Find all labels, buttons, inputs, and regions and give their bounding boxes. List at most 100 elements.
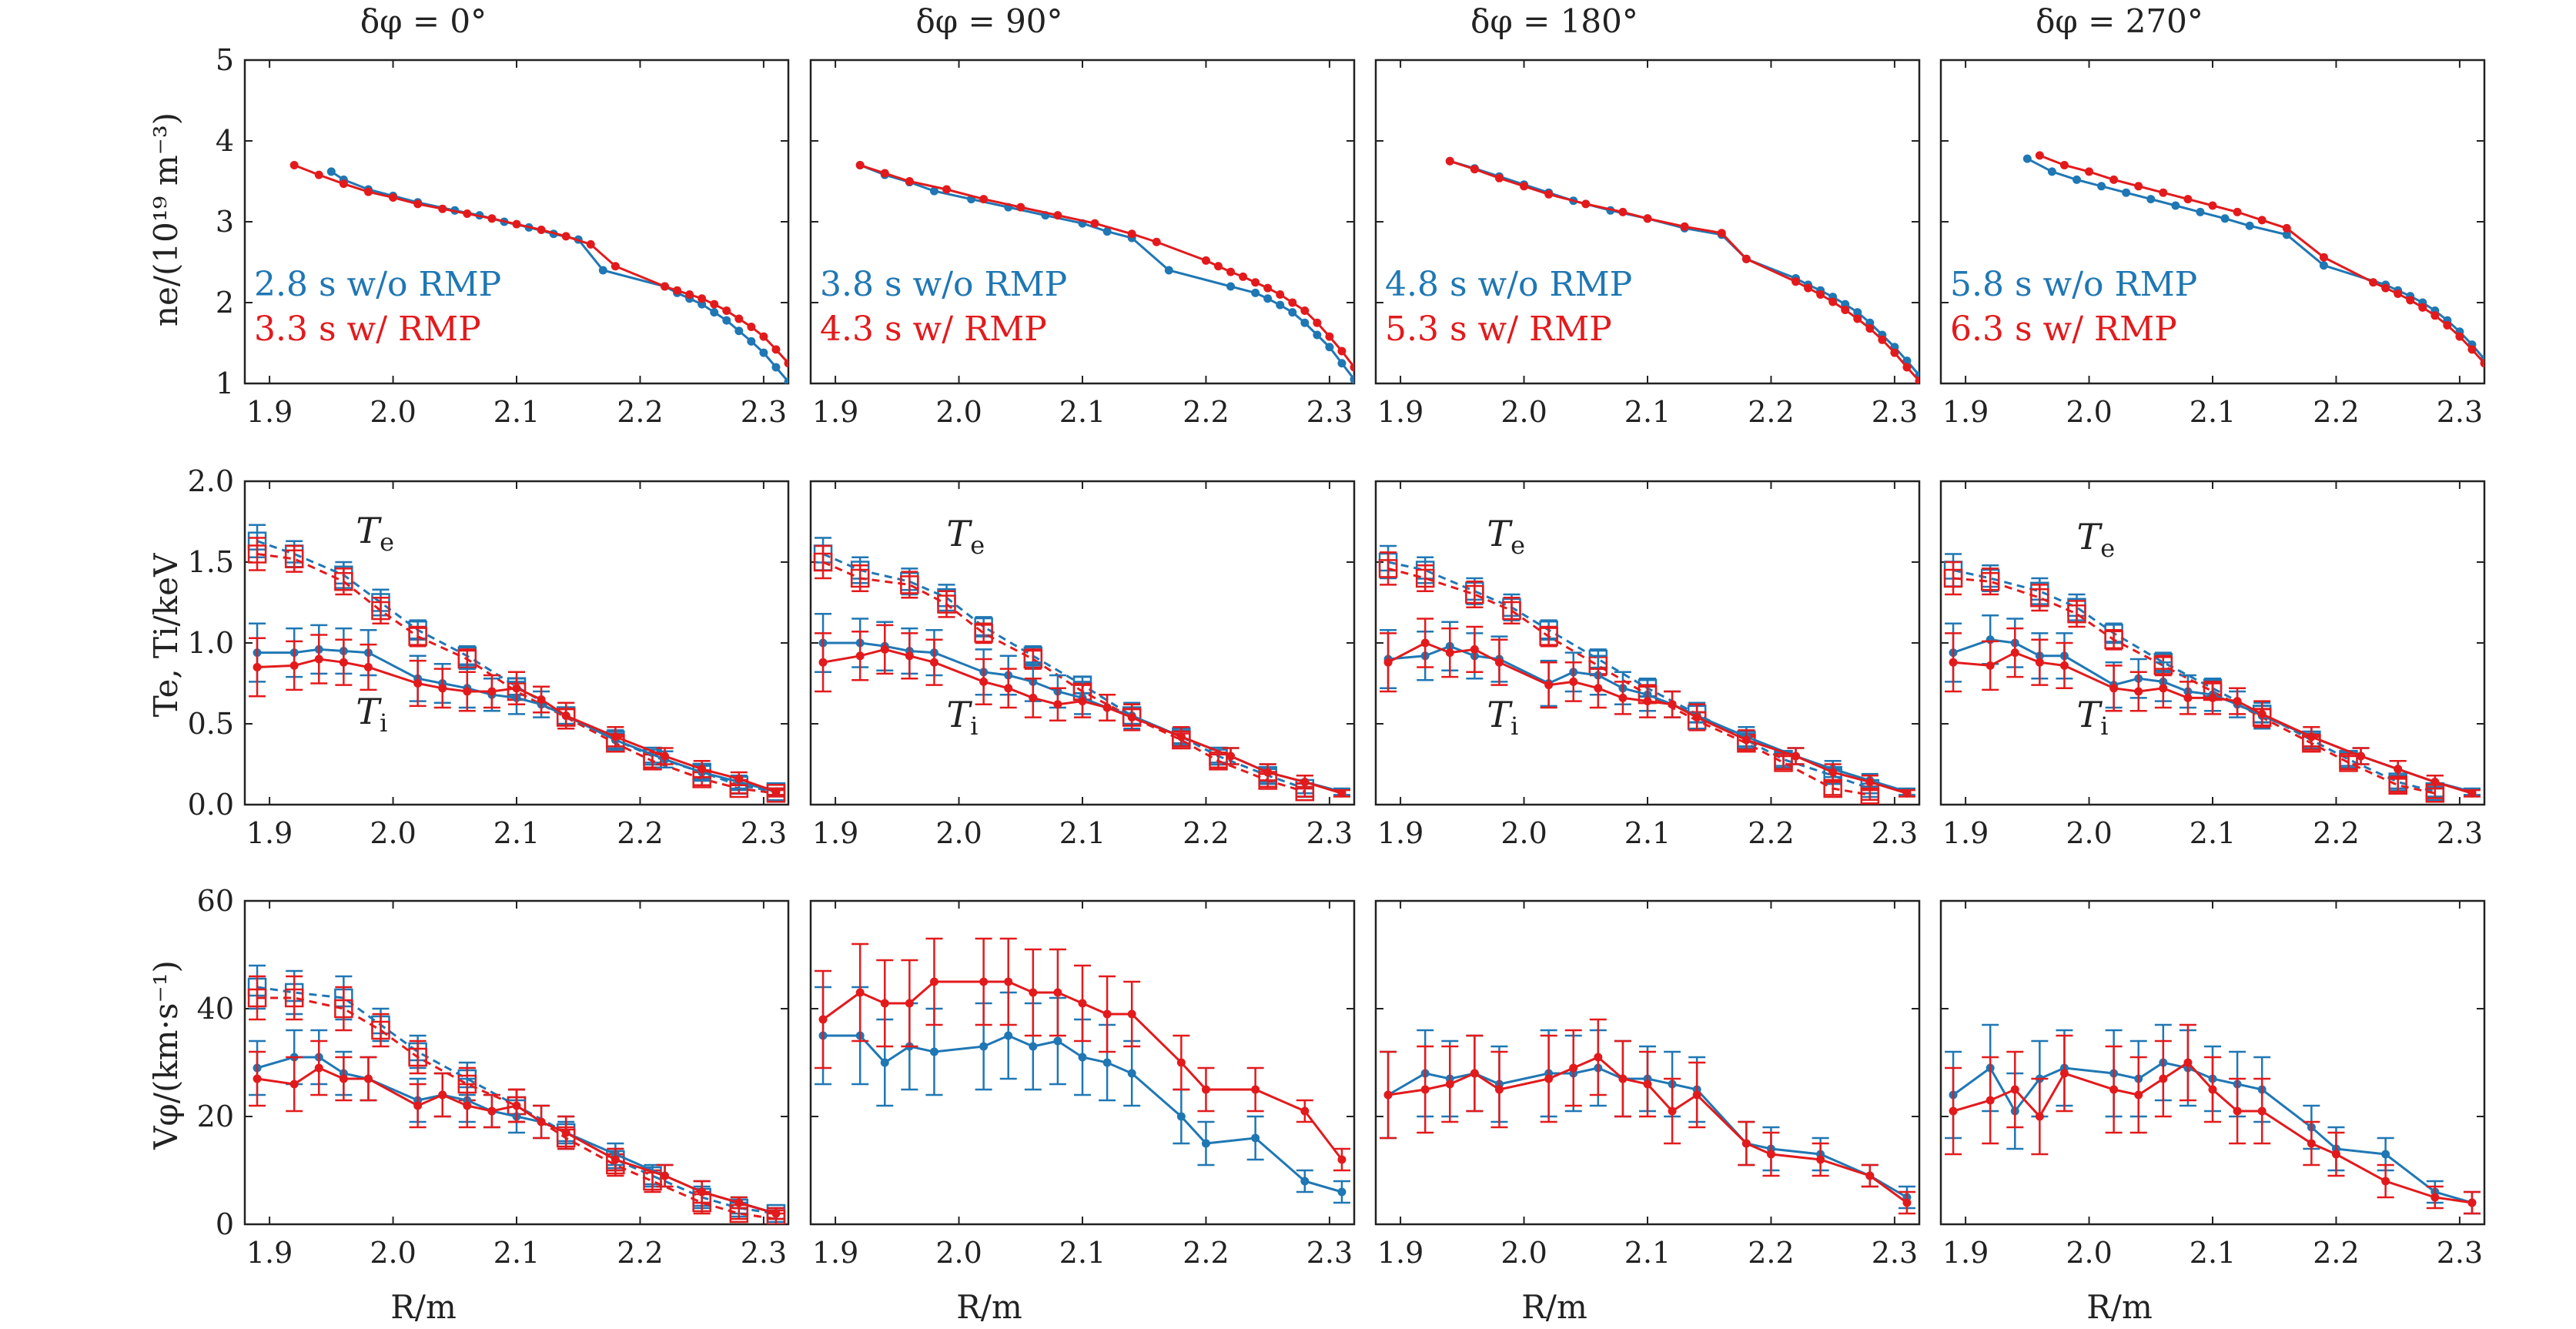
plot-area <box>247 964 786 1224</box>
data-point <box>1816 290 1825 299</box>
legend-entry: 3.3 s w/ RMP <box>254 310 481 349</box>
data-point <box>512 684 521 693</box>
data-point <box>1004 1031 1013 1040</box>
data-point <box>2059 1069 2069 1078</box>
plot-area <box>1378 544 1915 805</box>
data-point <box>2059 161 2069 169</box>
data-point <box>880 999 889 1008</box>
x-tick-label: 2.1 <box>1059 395 1106 429</box>
data-point <box>463 209 472 218</box>
data-point-square <box>937 594 956 614</box>
x-tick-label: 2.1 <box>1624 395 1671 429</box>
data-point <box>2159 1074 2168 1083</box>
y-tick-label: 2.0 <box>188 464 234 498</box>
x-tick-label: 1.9 <box>812 1236 858 1270</box>
panels: 1.9 2.0 2.1 2.2 2.3 1 2 3 4 5 2.8 s w/o RMP 3.3 s w… <box>188 43 2486 1270</box>
x-axis-label-4: R/m <box>2086 1288 2153 1326</box>
data-point <box>253 663 262 671</box>
data-point-square <box>334 999 353 1019</box>
series-line <box>2039 154 2484 364</box>
data-point <box>1445 1080 1454 1089</box>
data-point <box>1300 1177 1310 1186</box>
data-point <box>1865 778 1875 787</box>
data-point <box>2035 1112 2044 1121</box>
data-point <box>2122 188 2131 197</box>
data-point <box>818 1015 828 1024</box>
legend-entry: 5.3 s w/ RMP <box>1385 310 1612 349</box>
data-point <box>1865 324 1875 333</box>
annotation-te: Te <box>1487 513 1525 560</box>
data-point <box>2159 188 2168 197</box>
x-tick-label: 2.2 <box>617 816 663 850</box>
data-point <box>2245 221 2254 230</box>
plot-area <box>1943 553 2481 803</box>
data-point <box>1902 357 1912 366</box>
y-axis-label-row2: Te, Ti/keV <box>147 553 185 717</box>
data-point <box>1325 332 1334 341</box>
data-point <box>759 332 768 341</box>
y-tick-label: 4 <box>216 124 234 158</box>
data-point <box>1102 1009 1112 1019</box>
data-point <box>487 214 497 223</box>
x-tick-label: 2.0 <box>935 1236 982 1270</box>
data-point <box>661 282 670 291</box>
data-point <box>561 711 570 720</box>
x-tick-label: 2.2 <box>1748 1236 1794 1270</box>
x-tick-label: 2.3 <box>1306 816 1353 850</box>
y-axis-label-row3: Vφ/(km·s⁻¹) <box>147 960 185 1150</box>
data-point <box>2159 684 2168 693</box>
x-tick-label: 2.0 <box>370 816 416 850</box>
data-point <box>1029 988 1038 997</box>
data-point <box>1325 343 1334 352</box>
data-point <box>339 179 348 189</box>
data-point-square <box>457 649 477 669</box>
plot-area <box>813 537 1350 802</box>
data-point <box>1766 1150 1775 1159</box>
x-tick-label: 1.9 <box>246 1236 293 1270</box>
data-point-square <box>408 627 427 646</box>
data-point <box>1618 1074 1628 1083</box>
x-tick-label: 2.1 <box>493 1236 540 1270</box>
panel-r1c1: 1.9 2.0 2.1 2.2 2.3 1 2 3 4 5 2.8 s w/o RMP 3.3 s w… <box>216 43 790 429</box>
data-point <box>413 679 423 688</box>
data-point <box>2097 182 2106 191</box>
data-point <box>698 1187 707 1197</box>
data-point <box>1127 1009 1136 1019</box>
data-point <box>1016 203 1025 212</box>
data-point <box>2022 154 2032 163</box>
x-axis-label-3: R/m <box>1521 1288 1587 1326</box>
data-point <box>1841 305 1850 314</box>
data-point-square <box>2104 630 2123 650</box>
plot-area <box>815 937 1350 1204</box>
data-point <box>2196 207 2205 216</box>
column-title-1: δφ = 0° <box>360 2 487 40</box>
data-point <box>1300 778 1310 787</box>
data-point <box>1251 1085 1260 1094</box>
data-point <box>1263 294 1273 303</box>
data-point <box>1741 254 1751 263</box>
panel-r2c1: 1.9 2.0 2.1 2.2 2.3 0.0 0.5 1.0 1.5 2.0 Te Ti <box>188 464 790 850</box>
panel-r3c1: 1.9 2.0 2.1 2.2 2.3 0 20 40 60 <box>197 884 790 1270</box>
data-point <box>2109 684 2119 693</box>
x-tick-label: 2.1 <box>2190 816 2236 850</box>
x-tick-label: 2.2 <box>1748 395 1794 429</box>
data-point <box>2307 1139 2316 1148</box>
data-point <box>2035 151 2044 160</box>
data-point <box>2208 201 2217 210</box>
y-tick-label: 1.0 <box>188 626 234 660</box>
series-red-3 <box>815 624 1350 798</box>
y-tick-label: 20 <box>197 1100 234 1133</box>
data-point <box>1692 713 1701 722</box>
data-point <box>979 1042 989 1051</box>
data-point <box>2430 311 2440 320</box>
data-point <box>2443 320 2452 330</box>
x-tick-label: 2.1 <box>2190 1236 2236 1270</box>
column-title-3: δφ = 180° <box>1470 2 1638 40</box>
x-tick-label: 2.2 <box>2313 816 2359 850</box>
y-axis-label-row1: ne/(10¹⁹ m⁻³) <box>147 112 185 326</box>
data-point <box>1470 644 1479 654</box>
data-point <box>363 663 373 671</box>
data-point <box>2467 1198 2477 1207</box>
y-tick-label: 5 <box>216 43 234 77</box>
data-point <box>363 187 373 196</box>
